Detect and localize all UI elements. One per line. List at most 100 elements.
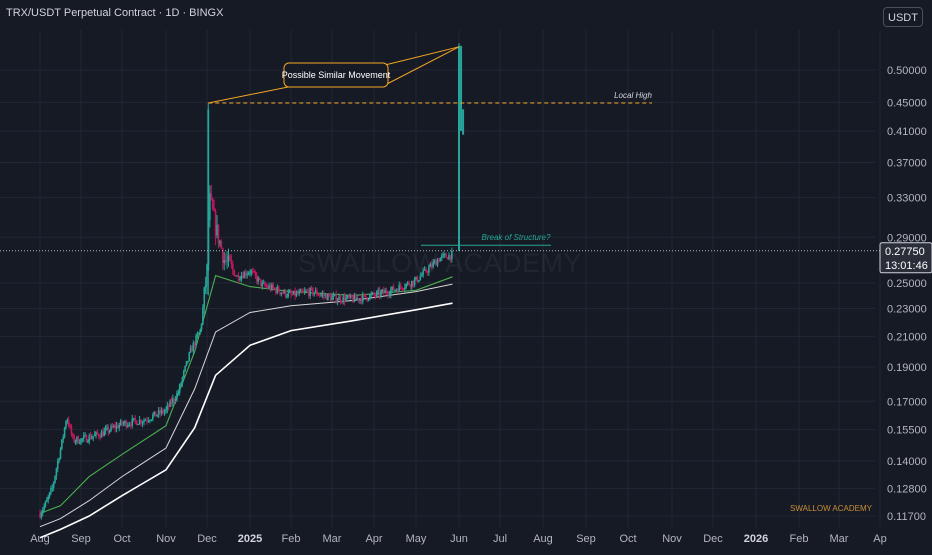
- candle-body: [150, 419, 153, 421]
- candle-body: [316, 290, 318, 295]
- candle-body: [232, 264, 234, 270]
- candle-body: [381, 289, 384, 292]
- candle-body: [364, 294, 367, 298]
- candle-body: [415, 276, 417, 280]
- candle-body: [185, 361, 188, 366]
- candle-body: [192, 342, 195, 352]
- candle-body: [449, 255, 452, 260]
- candle-body: [392, 286, 395, 291]
- candle-body: [122, 423, 125, 425]
- candle-body: [199, 329, 201, 333]
- candle-body: [388, 294, 391, 296]
- candle-body: [249, 272, 251, 274]
- candle-body: [111, 425, 114, 428]
- time-tick-label: Ap: [873, 533, 886, 545]
- candle-body: [234, 275, 237, 277]
- candle-body: [266, 286, 269, 288]
- candle-body: [178, 384, 181, 393]
- candle-body: [317, 294, 320, 296]
- candle-body: [160, 409, 163, 414]
- candle-body: [378, 290, 381, 296]
- candle-body: [226, 260, 228, 262]
- ma-line: [39, 274, 453, 514]
- time-tick-label: Apr: [365, 533, 382, 545]
- currency-button[interactable]: USDT: [883, 7, 923, 27]
- candle-body: [264, 282, 266, 286]
- candle-body: [373, 292, 375, 296]
- candle-body: [177, 392, 180, 394]
- candle-body: [321, 293, 324, 295]
- candle-body: [323, 293, 325, 296]
- candle-body: [169, 400, 171, 407]
- candle-body: [387, 293, 389, 295]
- candle-body: [436, 260, 439, 266]
- candle-body: [149, 420, 151, 422]
- candle-body: [211, 198, 214, 210]
- candle-body: [332, 295, 335, 297]
- candle-body: [137, 424, 139, 426]
- candle-body: [283, 289, 285, 293]
- candle-body: [418, 280, 420, 282]
- candle-body: [349, 295, 351, 298]
- candle-body: [134, 417, 136, 421]
- candle-body: [399, 284, 402, 288]
- candle-body: [338, 296, 340, 301]
- candle-body: [261, 282, 264, 287]
- candle-body: [303, 291, 306, 293]
- candle-body: [430, 264, 433, 267]
- candle-body: [96, 432, 99, 435]
- chart-title: TRX/USDT Perpetual Contract · 1D · BINGX: [6, 7, 224, 19]
- candle-body: [312, 288, 314, 295]
- candle-body: [48, 492, 51, 497]
- time-tick-label: Sep: [576, 533, 596, 545]
- candle-body: [329, 295, 332, 301]
- candle-body: [268, 285, 270, 288]
- candle-body: [441, 255, 443, 258]
- candle-body: [67, 419, 70, 426]
- candle-body: [202, 307, 204, 325]
- candle-body: [458, 45, 460, 251]
- candle-body: [43, 506, 45, 511]
- candle-body: [462, 109, 465, 135]
- candle-body: [271, 284, 273, 290]
- candle-body: [284, 289, 287, 297]
- candle-body: [301, 289, 303, 292]
- time-axis: Aug Sep Oct Nov Dec 2025 Feb Mar Apr May Jun Jul Aug…: [30, 533, 887, 545]
- candle-body: [70, 426, 73, 435]
- candle-body: [233, 269, 236, 276]
- candle-body: [74, 441, 77, 443]
- candle-body: [256, 275, 258, 282]
- candle-body: [416, 276, 419, 282]
- time-tick-label: Mar: [830, 533, 849, 545]
- time-tick-label: Feb: [790, 533, 809, 545]
- candle-body: [172, 398, 174, 404]
- candle-body: [262, 282, 265, 284]
- candle-body: [121, 420, 123, 425]
- grid: [0, 30, 881, 527]
- candle-body: [229, 255, 231, 261]
- candle-body: [258, 277, 261, 280]
- annotations: Local High Possible Similar Movement Break…: [0, 46, 880, 252]
- candle-body: [73, 436, 75, 442]
- price-tick-label: 0.17000: [887, 396, 927, 408]
- candle-body: [51, 487, 54, 489]
- candle-body: [299, 289, 302, 292]
- candle-body: [188, 352, 191, 361]
- time-tick-label: Nov: [662, 533, 682, 545]
- candle-body: [207, 109, 210, 271]
- candle-body: [335, 294, 337, 302]
- candle-body: [336, 300, 339, 302]
- time-tick-label: Jul: [493, 533, 507, 545]
- candle-body: [279, 291, 281, 294]
- candle-body: [198, 332, 200, 335]
- candle-body: [130, 424, 132, 426]
- candle-body: [350, 295, 353, 298]
- candle-body: [103, 430, 106, 437]
- candle-body: [439, 257, 442, 262]
- candle-body: [405, 283, 407, 288]
- candle-body: [204, 284, 207, 288]
- candle-body: [313, 292, 316, 295]
- candle-body: [84, 435, 86, 437]
